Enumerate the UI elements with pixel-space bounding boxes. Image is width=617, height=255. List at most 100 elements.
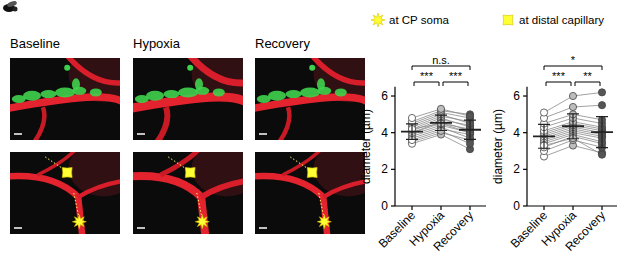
error-cap xyxy=(567,113,579,114)
pericyte xyxy=(300,87,320,97)
y-tick-label: 0 xyxy=(513,199,520,213)
scale-bar xyxy=(259,133,267,135)
pericyte xyxy=(64,65,70,71)
micrograph xyxy=(10,152,120,234)
plot-area xyxy=(533,89,613,160)
pericyte xyxy=(309,65,315,71)
fly-icon xyxy=(3,0,18,12)
x-tick xyxy=(601,206,602,210)
scale-bar xyxy=(14,133,22,135)
vessel xyxy=(255,176,328,234)
vessel xyxy=(10,176,83,234)
vessel xyxy=(201,181,243,197)
y-tick xyxy=(391,95,395,96)
y-tick-label: 2 xyxy=(513,162,520,176)
vessel xyxy=(310,58,365,83)
scale-bar xyxy=(14,227,22,229)
scale-bar xyxy=(137,227,145,229)
error-cap xyxy=(464,120,476,121)
panel-label: Baseline xyxy=(10,36,60,51)
measure-line xyxy=(74,193,80,219)
soma-marker xyxy=(317,215,331,229)
micrograph xyxy=(255,152,365,234)
significance-bracket xyxy=(414,82,439,86)
data-point xyxy=(598,151,605,158)
capillary-marker xyxy=(302,163,322,183)
error-cap xyxy=(406,139,418,140)
measure-line xyxy=(319,193,325,219)
capillary-marker xyxy=(180,163,200,183)
vessel xyxy=(38,152,79,175)
data-point xyxy=(598,102,605,109)
significance-label: *** xyxy=(420,70,434,82)
data-point xyxy=(466,113,473,120)
soma-marker xyxy=(371,13,385,27)
pericyte xyxy=(90,88,102,96)
vessel xyxy=(155,107,167,140)
error-bar xyxy=(469,120,470,139)
pericyte xyxy=(213,88,225,96)
error-cap xyxy=(538,124,550,125)
vessel xyxy=(283,152,324,175)
micrograph xyxy=(133,58,243,140)
error-bar xyxy=(601,117,602,148)
micrograph xyxy=(10,58,120,140)
plot-area xyxy=(401,105,481,153)
y-axis xyxy=(526,87,527,206)
capillary-marker xyxy=(57,163,77,183)
pericyte xyxy=(195,78,203,90)
soma-marker xyxy=(195,215,209,229)
vessel xyxy=(133,176,206,234)
legend-label: at CP soma xyxy=(389,14,449,26)
error-cap xyxy=(567,138,579,139)
y-tick-label: 6 xyxy=(381,89,388,103)
y-tick-label: 2 xyxy=(381,162,388,176)
error-cap xyxy=(464,139,476,140)
data-point xyxy=(466,140,473,147)
error-cap xyxy=(596,116,608,117)
y-tick xyxy=(391,132,395,133)
y-axis xyxy=(394,87,395,206)
glow xyxy=(192,152,244,196)
pericyte xyxy=(55,87,75,97)
legend-label: at distal capillary xyxy=(519,14,604,26)
measure-line xyxy=(197,193,203,219)
error-bar xyxy=(572,114,573,139)
vessel xyxy=(32,107,44,140)
y-tick xyxy=(523,132,527,133)
pericyte xyxy=(23,91,41,101)
x-tick xyxy=(411,206,412,210)
pericyte xyxy=(317,78,325,90)
error-cap xyxy=(538,148,550,149)
panel-label: Recovery xyxy=(255,36,310,51)
y-tick xyxy=(391,205,395,206)
y-tick xyxy=(523,169,527,170)
x-tick xyxy=(440,206,441,210)
vessel xyxy=(188,58,243,83)
significance-label: *** xyxy=(449,70,463,82)
x-axis xyxy=(527,205,617,206)
vessel xyxy=(78,181,120,197)
y-tick-label: 0 xyxy=(381,199,388,213)
y-label: diameter (µm) xyxy=(359,109,373,184)
x-tick-label: Recovery xyxy=(562,208,608,254)
error-bar xyxy=(411,124,412,139)
glow xyxy=(314,152,366,196)
capillary-marker xyxy=(498,10,518,30)
y-tick-label: 4 xyxy=(513,126,520,140)
scale-bar xyxy=(259,227,267,229)
data-point xyxy=(540,109,547,116)
vessel xyxy=(161,152,202,175)
pericyte xyxy=(164,90,180,98)
significance-label: ** xyxy=(583,70,592,82)
significance-bracket xyxy=(575,82,600,86)
data-point xyxy=(408,114,415,121)
glow xyxy=(69,152,121,196)
data-point xyxy=(569,92,576,99)
x-tick xyxy=(469,206,470,210)
pericyte xyxy=(268,91,286,101)
data-point xyxy=(437,105,444,112)
y-tick xyxy=(391,169,395,170)
x-tick xyxy=(543,206,544,210)
fly-head xyxy=(13,7,18,12)
